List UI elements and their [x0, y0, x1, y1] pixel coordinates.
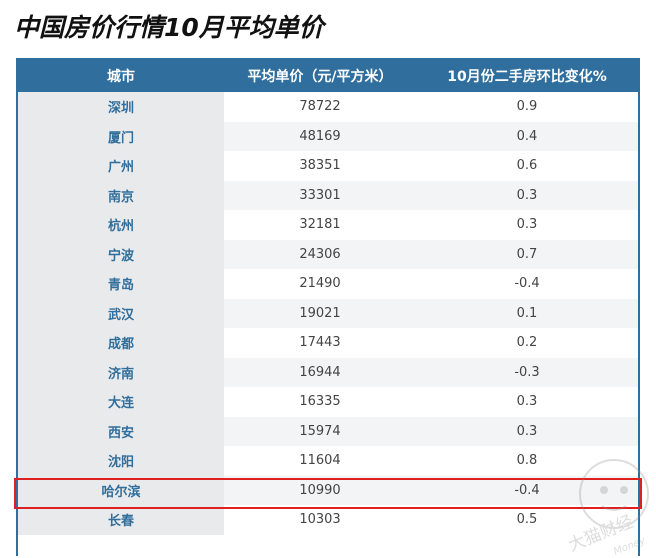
- change-cell: 0.5: [416, 505, 638, 535]
- price-cell: 11604: [224, 446, 416, 476]
- city-cell: 广州: [18, 151, 224, 181]
- header-change: 10月份二手房环比变化%: [447, 69, 607, 85]
- table-row: 厦门 48169 0.4: [18, 121, 638, 151]
- header-price: 平均单价（元/平方米）: [247, 69, 393, 85]
- city-cell: 哈尔滨: [18, 475, 224, 505]
- table-row: 武汉 19021 0.1: [18, 298, 638, 328]
- change-cell: 0.6: [416, 151, 638, 181]
- table-row: 济南 16944 -0.3: [18, 357, 638, 387]
- city-cell: 南京: [18, 180, 224, 210]
- price-cell: 48169: [224, 121, 416, 151]
- table-header: 城市 平均单价（元/平方米） 10月份二手房环比变化%: [18, 60, 638, 92]
- change-cell: 0.3: [416, 416, 638, 446]
- city-cell: 西安: [18, 416, 224, 446]
- price-cell: 24306: [224, 239, 416, 269]
- change-cell: 0.2: [416, 328, 638, 358]
- price-cell: 17443: [224, 328, 416, 358]
- price-cell: 10990: [224, 475, 416, 505]
- city-cell: 深圳: [18, 92, 224, 122]
- table-row: 长春 10303 0.5: [18, 505, 638, 535]
- price-cell: 78722: [224, 92, 416, 122]
- table-row: 大连 16335 0.3: [18, 387, 638, 417]
- table-row: 青岛 21490 -0.4: [18, 269, 638, 299]
- price-cell: 15974: [224, 416, 416, 446]
- price-cell: 32181: [224, 210, 416, 240]
- price-cell: 19021: [224, 298, 416, 328]
- change-cell: 0.3: [416, 210, 638, 240]
- price-cell: 16335: [224, 387, 416, 417]
- table-row: 沈阳 11604 0.8: [18, 446, 638, 476]
- city-cell: 济南: [18, 357, 224, 387]
- change-cell: -0.3: [416, 357, 638, 387]
- city-cell: 长春: [18, 505, 224, 535]
- price-cell: 21490: [224, 269, 416, 299]
- city-cell: 沈阳: [18, 446, 224, 476]
- table-row: 西安 15974 0.3: [18, 416, 638, 446]
- change-cell: -0.4: [416, 269, 638, 299]
- table-row: 深圳 78722 0.9: [18, 92, 638, 122]
- price-cell: 38351: [224, 151, 416, 181]
- city-cell: 杭州: [18, 210, 224, 240]
- city-cell: 大连: [18, 387, 224, 417]
- change-cell: 0.7: [416, 239, 638, 269]
- change-cell: 0.3: [416, 180, 638, 210]
- table-row: 南京 33301 0.3: [18, 180, 638, 210]
- page-title: 中国房价行情10月平均单价: [14, 13, 324, 42]
- change-cell: 0.8: [416, 446, 638, 476]
- table-row: 广州 38351 0.6: [18, 151, 638, 181]
- city-cell: 厦门: [18, 121, 224, 151]
- city-cell: 武汉: [18, 298, 224, 328]
- change-cell: 0.9: [416, 92, 638, 122]
- table-row: 杭州 32181 0.3: [18, 210, 638, 240]
- city-cell: 青岛: [18, 269, 224, 299]
- change-cell: -0.4: [416, 475, 638, 505]
- change-cell: 0.3: [416, 387, 638, 417]
- price-cell: 16944: [224, 357, 416, 387]
- price-cell: 10303: [224, 505, 416, 535]
- header-city: 城市: [107, 69, 135, 85]
- price-table: 城市 平均单价（元/平方米） 10月份二手房环比变化% 深圳 78722 0.9 厦门…: [16, 58, 640, 556]
- change-cell: 0.1: [416, 298, 638, 328]
- table-row: 哈尔滨 10990 -0.4: [18, 475, 638, 505]
- city-cell: 成都: [18, 328, 224, 358]
- table-row: 宁波 24306 0.7: [18, 239, 638, 269]
- change-cell: 0.4: [416, 121, 638, 151]
- table-body: 深圳 78722 0.9 厦门 48169 0.4 广州 38351 0.6 南京 33301 0.3…: [18, 92, 638, 535]
- price-cell: 33301: [224, 180, 416, 210]
- table-row: 成都 17443 0.2: [18, 328, 638, 358]
- city-cell: 宁波: [18, 239, 224, 269]
